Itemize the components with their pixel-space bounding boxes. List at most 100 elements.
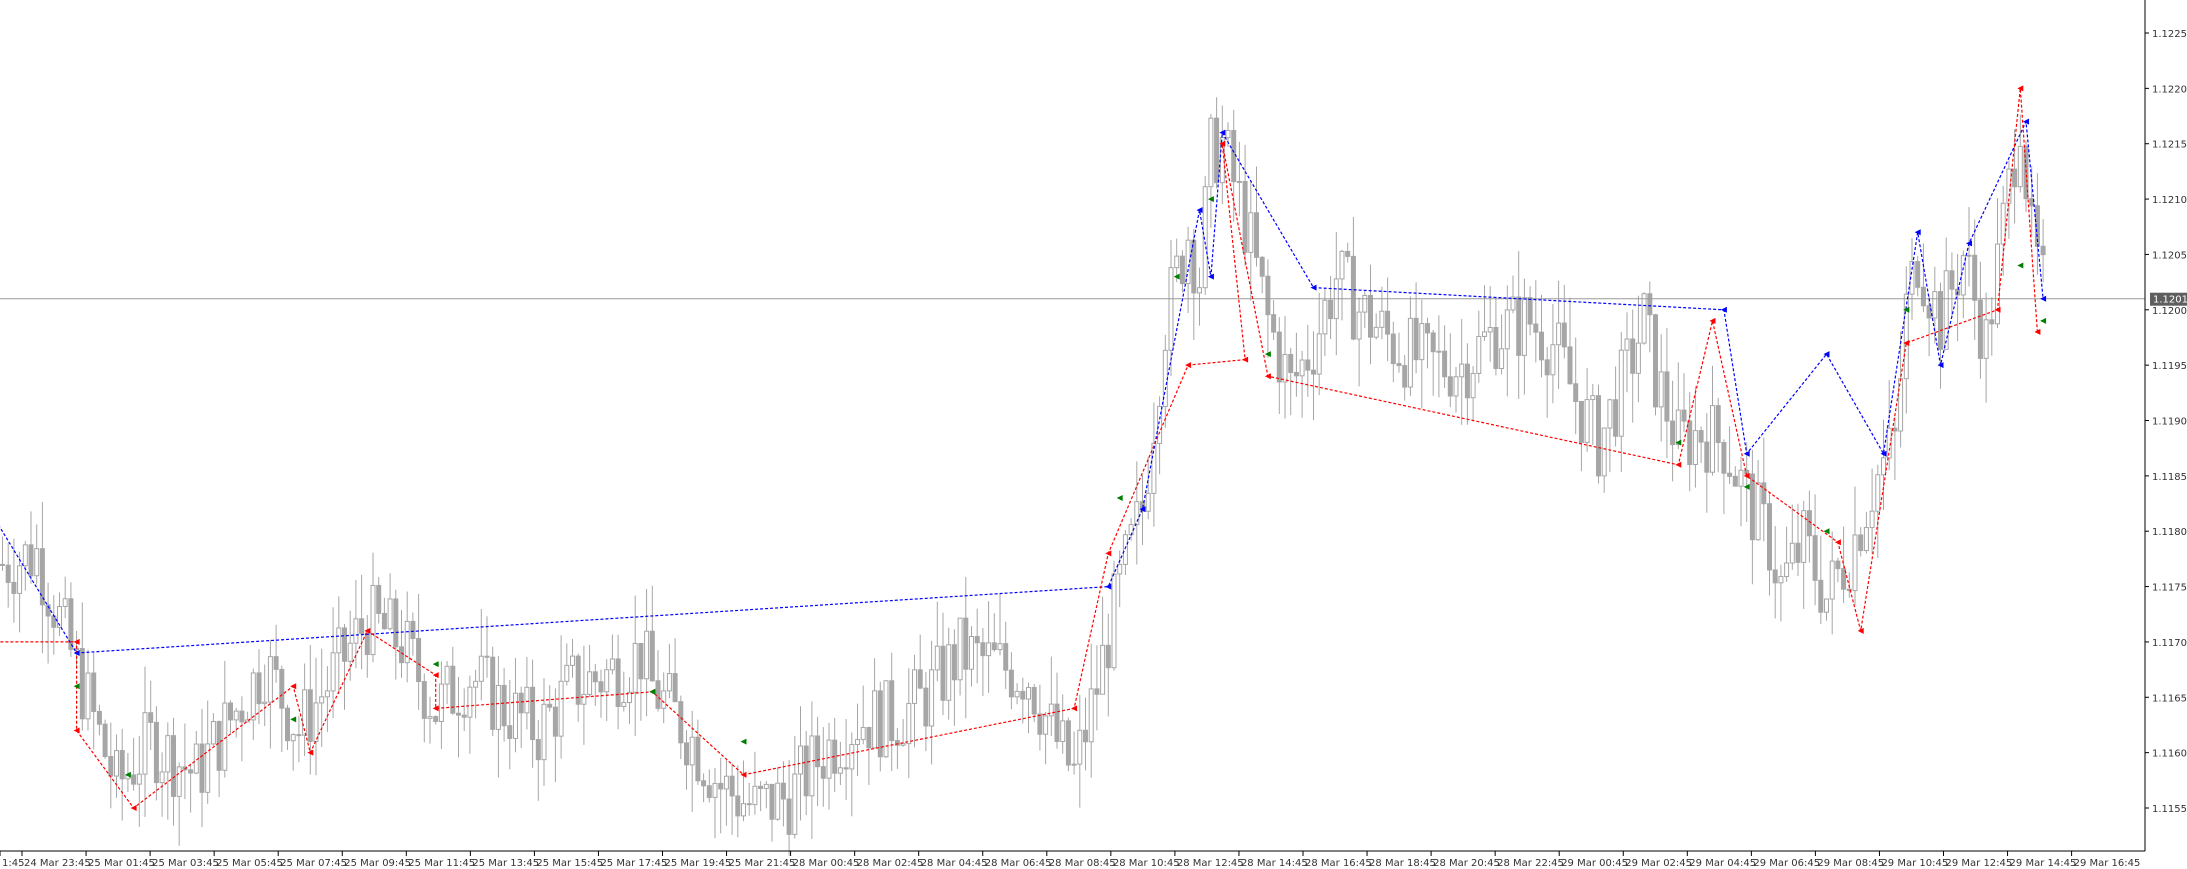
candle [1835, 557, 1841, 583]
candle [1236, 141, 1242, 217]
candle [39, 501, 45, 654]
price-axis-label: 1.1185 [2152, 472, 2187, 483]
candle [1795, 503, 1801, 576]
candle [638, 642, 644, 721]
candle [951, 629, 957, 726]
time-axis-label: 28 Mar 16:45 [1305, 858, 1372, 869]
time-axis-label: 25 Mar 15:45 [536, 858, 603, 869]
zigzag-blue-line [0, 119, 2044, 654]
candle [1989, 297, 1995, 356]
candle [723, 758, 729, 826]
candle [1453, 366, 1459, 413]
candle [969, 626, 974, 687]
candle [1675, 362, 1681, 450]
candle [1772, 526, 1778, 619]
fractal-arrow-marker [73, 638, 80, 645]
candle [1122, 529, 1128, 575]
candle [729, 763, 735, 835]
candle [621, 671, 627, 712]
candle [165, 722, 171, 820]
candle [285, 704, 290, 750]
candle [444, 661, 450, 705]
candle [119, 728, 125, 821]
fractal-arrow-marker [1823, 528, 1830, 535]
price-axis-label: 1.1205 [2152, 250, 2187, 261]
candle [507, 679, 513, 770]
candle [706, 769, 712, 803]
candle [1202, 175, 1208, 295]
candle [843, 719, 849, 800]
candle [1117, 550, 1123, 608]
time-axis-label: 29 Mar 06:45 [1753, 858, 1820, 869]
candle [587, 644, 593, 698]
candle [530, 659, 536, 768]
candle [1567, 297, 1573, 385]
fractal-arrow-marker [1675, 461, 1682, 468]
candle [1060, 694, 1066, 754]
price-axis[interactable]: 1.1155 1.1160 1.1165 1.1170 1.1175 1.1180 1.11… [2145, 29, 2187, 815]
candle [11, 538, 17, 623]
time-axis-label: 29 Mar 04:45 [1689, 858, 1756, 869]
candle [1858, 527, 1864, 557]
candle [1670, 380, 1676, 482]
candle [1767, 491, 1772, 596]
candle [598, 669, 604, 718]
candle [1692, 386, 1698, 488]
candle [68, 582, 74, 658]
candle [142, 666, 148, 817]
candle [302, 663, 308, 757]
candle [649, 585, 655, 682]
fractal-arrow-marker [432, 705, 439, 712]
candle [1162, 334, 1168, 428]
candle [1784, 526, 1790, 582]
candle [1578, 400, 1584, 472]
fractal-arrow-marker [1264, 373, 1271, 380]
candle [1664, 328, 1670, 459]
fractal-arrow-marker [432, 672, 439, 679]
candle [91, 653, 97, 750]
candle [1259, 256, 1265, 294]
candle [661, 672, 667, 724]
candle [336, 596, 342, 695]
candle [1521, 278, 1527, 395]
candle [416, 593, 422, 710]
candle [1635, 295, 1641, 403]
candle [193, 730, 199, 775]
candle [433, 715, 439, 725]
fractal-arrow-marker [1914, 229, 1921, 236]
candle [1008, 652, 1014, 710]
candle [1043, 711, 1049, 765]
candle [1385, 277, 1391, 362]
candle [524, 656, 530, 730]
candle [1254, 166, 1259, 267]
fractal-arrow-marker [740, 771, 747, 778]
fractal-arrow-marker [1743, 483, 1750, 490]
candle [1197, 267, 1202, 326]
candle [2029, 166, 2035, 237]
candle [136, 735, 142, 827]
candle [1037, 684, 1043, 751]
candle [393, 589, 399, 680]
time-axis-label: 28 Mar 12:45 [1177, 858, 1244, 869]
candle [484, 616, 490, 678]
candle [1687, 392, 1693, 492]
candle [1368, 264, 1373, 365]
time-axis-label: 29 Mar 02:45 [1625, 858, 1692, 869]
candle [1328, 275, 1334, 340]
price-axis-label: 1.1180 [2152, 527, 2187, 538]
candle [1419, 299, 1425, 409]
candle [1647, 281, 1653, 353]
candle [632, 595, 638, 736]
candle [1966, 207, 1972, 287]
candle [575, 653, 581, 722]
candle [1248, 181, 1254, 301]
candle [604, 659, 610, 722]
time-axis-label: 28 Mar 00:45 [793, 858, 860, 869]
candle [1020, 677, 1026, 724]
candle [820, 727, 826, 807]
candle [1293, 332, 1299, 397]
candle [296, 715, 302, 763]
candle [997, 594, 1003, 656]
